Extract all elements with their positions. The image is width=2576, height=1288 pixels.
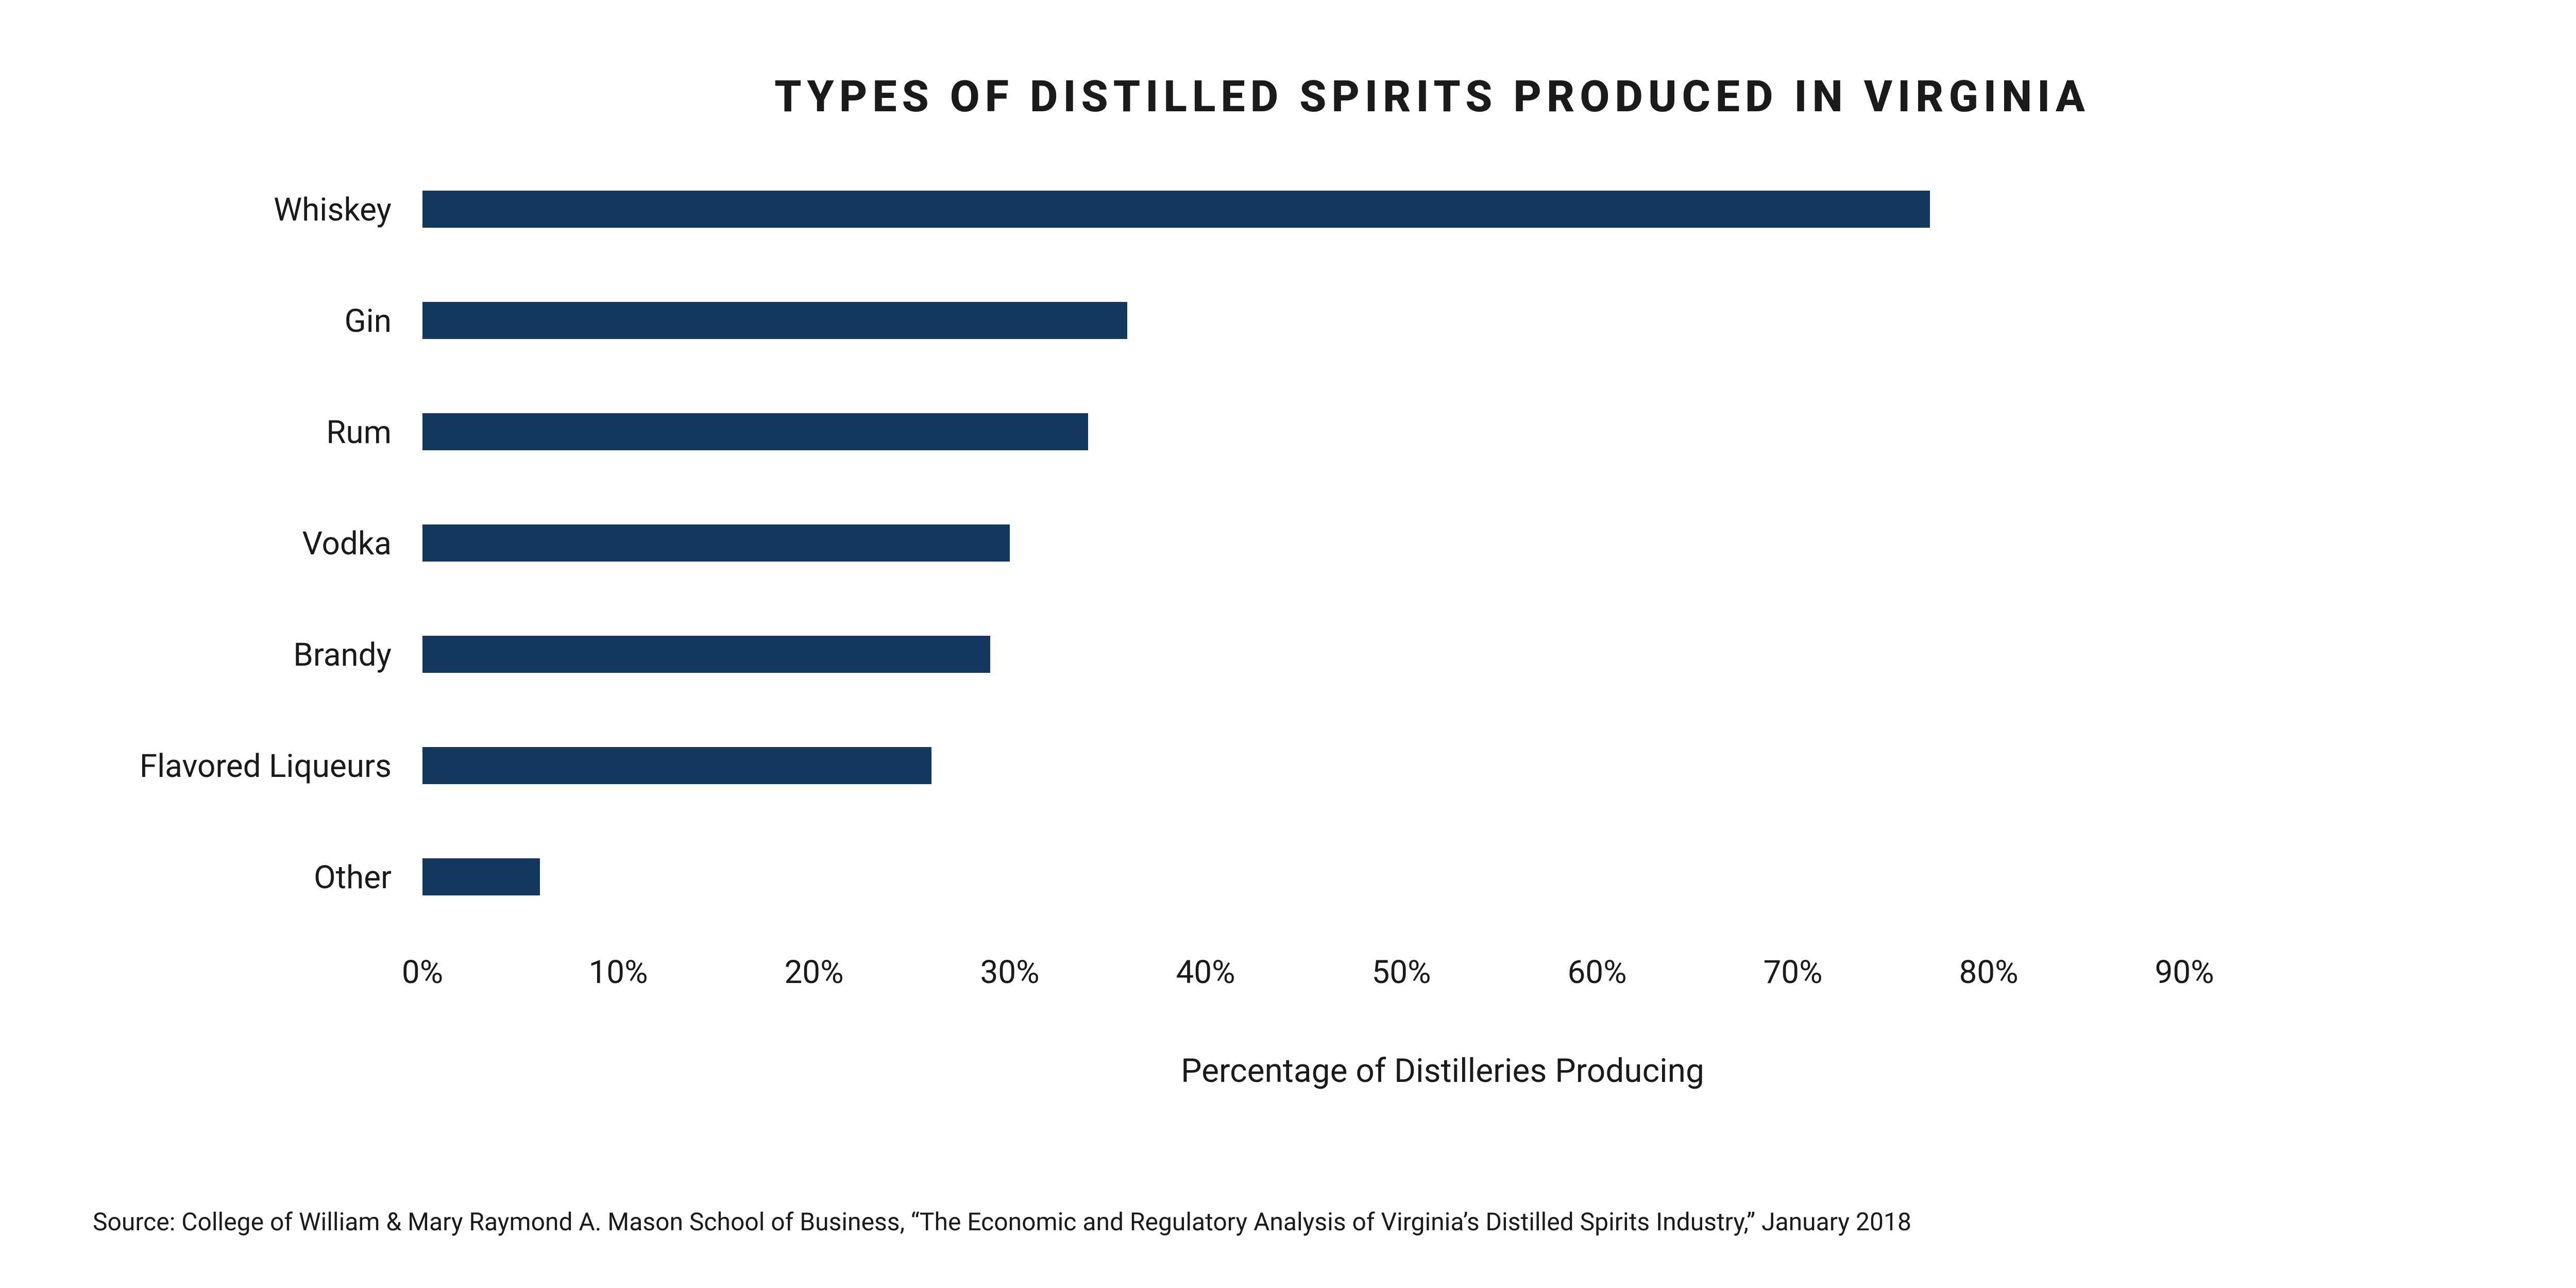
bar	[422, 302, 1127, 339]
x-axis-label: Percentage of Distilleries Producing	[402, 1051, 2483, 1090]
bar-row: Other	[113, 821, 2483, 933]
bar	[422, 858, 540, 895]
bar-rows: Whiskey Gin Rum Vodka Brandy Flavored Liqueur…	[113, 154, 2483, 933]
x-tick: 10%	[588, 953, 648, 991]
chart-area: Whiskey Gin Rum Vodka Brandy Flavored Liqueur…	[113, 154, 2483, 1090]
bar-track	[422, 821, 2380, 933]
x-tick: 20%	[784, 953, 843, 991]
x-tick: 60%	[1567, 953, 1626, 991]
x-tick: 90%	[2155, 953, 2214, 991]
bar-track	[422, 154, 2380, 265]
source-citation: Source: College of William & Mary Raymon…	[93, 1208, 1911, 1236]
x-tick: 70%	[1763, 953, 1822, 991]
bar	[422, 747, 931, 784]
bar	[422, 191, 1930, 228]
category-label: Gin	[113, 301, 422, 340]
bar	[422, 636, 990, 673]
category-label: Brandy	[113, 635, 422, 673]
x-axis-track: 0%10%20%30%40%50%60%70%80%90%	[422, 953, 2380, 994]
x-tick: 0%	[402, 953, 443, 991]
x-tick: 30%	[980, 953, 1039, 991]
bar-track	[422, 265, 2380, 376]
x-tick: 80%	[1959, 953, 2018, 991]
bar	[422, 524, 1010, 562]
bar-row: Flavored Liqueurs	[113, 710, 2483, 821]
chart-title: TYPES OF DISTILLED SPIRITS PRODUCED IN V…	[381, 72, 2483, 123]
bar	[422, 413, 1088, 450]
bar-row: Whiskey	[113, 154, 2483, 265]
bar-track	[422, 376, 2380, 487]
bar-track	[422, 710, 2380, 821]
category-label: Vodka	[113, 524, 422, 562]
category-label: Whiskey	[113, 190, 422, 228]
x-tick: 40%	[1176, 953, 1235, 991]
chart-container: TYPES OF DISTILLED SPIRITS PRODUCED IN V…	[0, 0, 2576, 1288]
bar-track	[422, 487, 2380, 599]
x-tick: 50%	[1371, 953, 1431, 991]
bar-track	[422, 599, 2380, 710]
bar-row: Brandy	[113, 599, 2483, 710]
x-axis-row: 0% 10% 20% 30% 40% 50% 60% 70% 80% 90%	[113, 953, 2483, 994]
category-label: Flavored Liqueurs	[113, 747, 422, 785]
bar-row: Vodka	[113, 487, 2483, 599]
bar-row: Gin	[113, 265, 2483, 376]
category-label: Rum	[113, 413, 422, 451]
category-label: Other	[113, 858, 422, 896]
bar-row: Rum	[113, 376, 2483, 487]
